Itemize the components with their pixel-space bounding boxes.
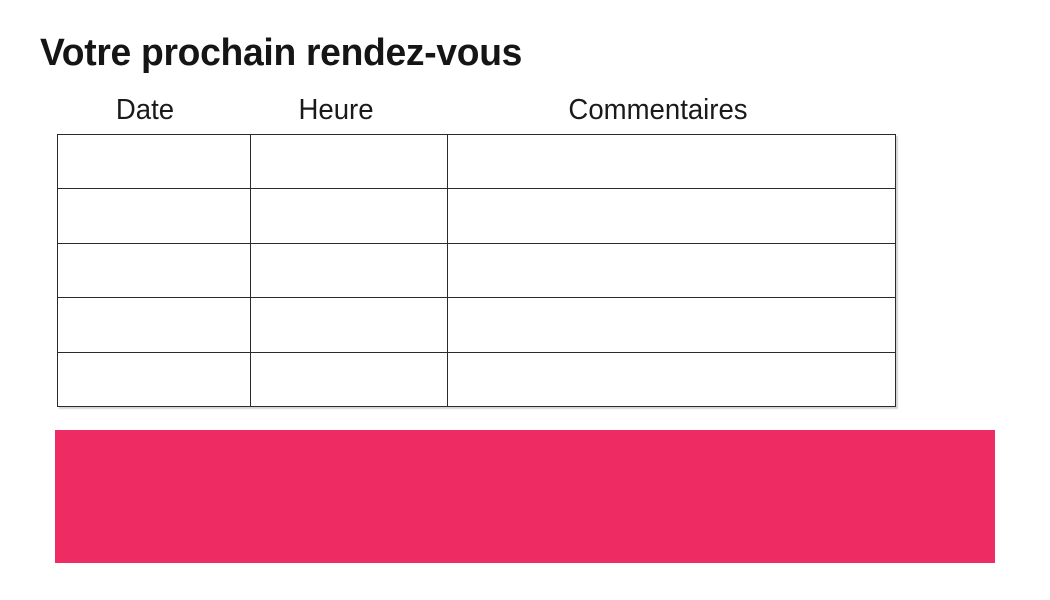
table-cell (250, 242, 448, 299)
page-title: Votre prochain rendez-vous (40, 32, 523, 74)
table-cell (447, 133, 896, 190)
table-row (57, 297, 896, 353)
table-row (57, 351, 896, 408)
table-cell (250, 351, 448, 408)
table-row (57, 133, 896, 190)
table-row (57, 188, 896, 244)
table-cell (57, 188, 251, 244)
table-row (57, 242, 896, 299)
table-cell (250, 188, 448, 244)
table-cell (447, 188, 896, 244)
table-cell (447, 242, 896, 299)
table-cell (57, 133, 251, 190)
appointments-table (57, 133, 896, 408)
table-cell (57, 297, 251, 353)
pink-banner (55, 430, 995, 563)
table-cell (447, 351, 896, 408)
table-cell (57, 351, 251, 408)
column-header-date: Date (115, 94, 175, 126)
appointments-table-body (57, 133, 896, 408)
column-header-heure: Heure (298, 94, 374, 126)
table-cell (250, 133, 448, 190)
table-cell (447, 297, 896, 353)
table-cell (250, 297, 448, 353)
table-cell (57, 242, 251, 299)
column-header-commentaires: Commentaires (568, 94, 748, 126)
